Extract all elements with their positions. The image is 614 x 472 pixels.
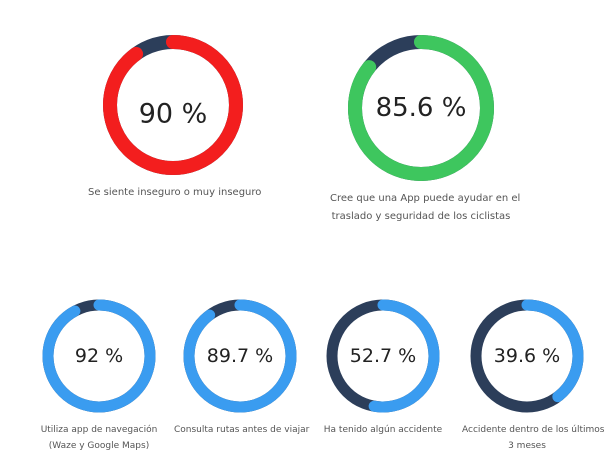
- stat-consulta-rutas: 89.7 % Consulta rutas antes de viajar: [174, 298, 310, 438]
- donut-value-arc: [470, 299, 584, 413]
- caption-line: 3 meses: [508, 441, 546, 451]
- stat-caption: Ha tenido algún accidente: [322, 422, 444, 438]
- stat-caption: Consulta rutas antes de viajar: [174, 422, 310, 438]
- caption-line: traslado y seguridad de los ciclistas: [331, 211, 511, 222]
- donut-chart: 39.6 %: [470, 299, 584, 413]
- donut-chart: 89.7 %: [183, 299, 297, 413]
- donut-value-arc: [348, 35, 494, 181]
- stat-caption: Cree que una App puede ayudar en el tras…: [330, 190, 521, 226]
- caption-line: Se siente inseguro o muy inseguro: [88, 187, 262, 198]
- donut-chart: 90 %: [103, 35, 243, 175]
- caption-line: Ha tenido algún accidente: [323, 425, 443, 435]
- stat-caption: Accidente dentro de los últimos 3 meses: [462, 422, 605, 454]
- caption-line: (Waze y Google Maps): [48, 441, 150, 451]
- caption-line: Utiliza app de navegación: [40, 425, 158, 435]
- stat-caption: Utiliza app de navegación (Waze y Google…: [38, 422, 160, 454]
- caption-line: Consulta rutas antes de viajar: [174, 425, 310, 435]
- donut-chart: 85.6 %: [348, 35, 494, 181]
- donut-value-label: 39.6 %: [494, 345, 560, 367]
- caption-line: Accidente dentro de los últimos: [462, 425, 605, 435]
- stat-caption: Se siente inseguro o muy inseguro: [88, 184, 262, 202]
- stat-app-navegacion: 92 % Utiliza app de navegación (Waze y G…: [38, 298, 160, 454]
- donut-value-label: 52.7 %: [350, 345, 416, 367]
- stat-accidente: 52.7 % Ha tenido algún accidente: [322, 298, 444, 438]
- donut-chart: 92 %: [42, 299, 156, 413]
- donut-value-arc: [183, 299, 297, 413]
- donut-value-arc: [103, 35, 243, 175]
- donut-value-label: 85.6 %: [376, 93, 467, 123]
- donut-value-label: 90 %: [139, 99, 208, 130]
- stat-inseguro: 90 % Se siente inseguro o muy inseguro: [88, 34, 262, 202]
- stat-accidente-3-meses: 39.6 % Accidente dentro de los últimos 3…: [462, 298, 605, 454]
- donut-value-label: 92 %: [75, 345, 123, 367]
- stat-app-ayuda: 85.6 % Cree que una App puede ayudar en …: [330, 34, 521, 226]
- donut-chart: 52.7 %: [326, 299, 440, 413]
- donut-value-arc: [326, 299, 440, 413]
- donut-value-label: 89.7 %: [207, 345, 273, 367]
- caption-line: Cree que una App puede ayudar en el: [330, 193, 521, 204]
- donut-value-arc: [42, 299, 156, 413]
